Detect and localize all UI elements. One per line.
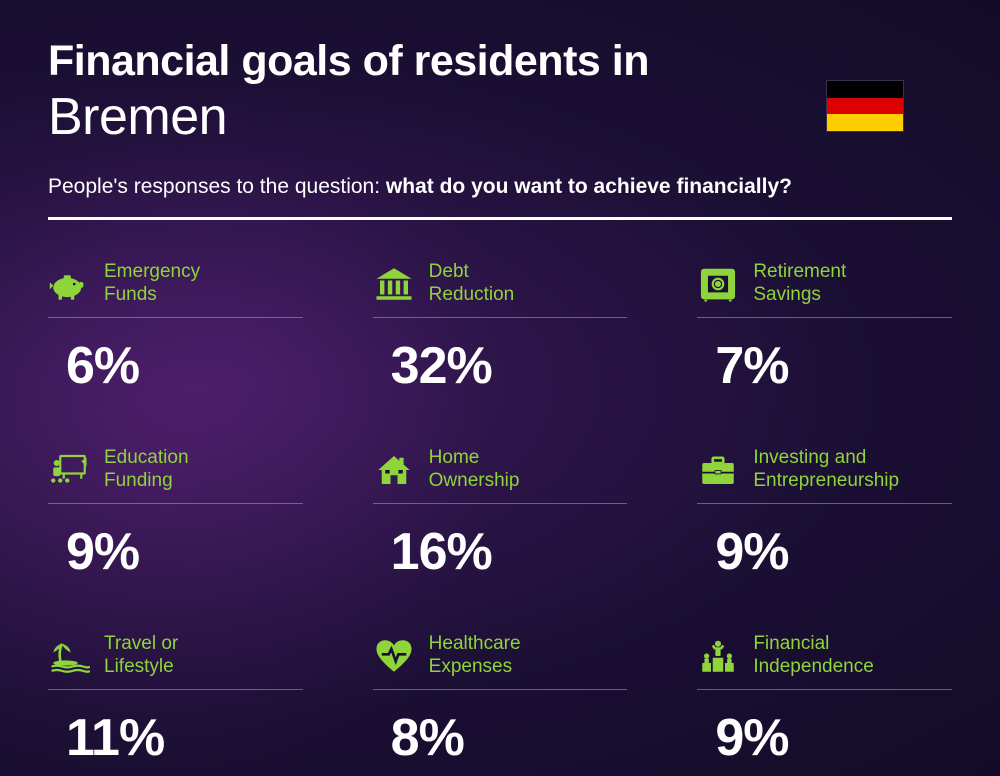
goal-label: HealthcareExpenses [429, 633, 521, 679]
page-subtitle: Bremen [48, 87, 952, 147]
question-text: People's responses to the question: what… [48, 175, 952, 199]
flag-stripe-2 [827, 98, 903, 115]
goal-pct: 32% [391, 336, 628, 396]
goal-label: EmergencyFunds [104, 261, 200, 307]
question-bold: what do you want to achieve financially? [386, 175, 792, 198]
safe-icon [697, 263, 739, 305]
goal-label: FinancialIndependence [753, 633, 873, 679]
divider [48, 217, 952, 220]
goal-label: Investing andEntrepreneurship [753, 447, 899, 493]
germany-flag [826, 80, 904, 132]
goal-pct: 16% [391, 522, 628, 582]
goal-pct: 6% [66, 336, 303, 396]
question-prefix: People's responses to the question: [48, 175, 386, 198]
piggy-bank-icon [48, 263, 90, 305]
goal-pct: 9% [715, 522, 952, 582]
goal-label: EducationFunding [104, 447, 189, 493]
goals-grid: EmergencyFunds 6% DebtReduction 32% Reti… [48, 260, 952, 768]
goal-pct: 9% [715, 708, 952, 768]
goal-pct: 9% [66, 522, 303, 582]
briefcase-icon [697, 449, 739, 491]
travel-icon [48, 635, 90, 677]
independence-icon [697, 635, 739, 677]
goal-debt-reduction: DebtReduction 32% [373, 260, 628, 396]
goal-financial-independence: FinancialIndependence 9% [697, 632, 952, 768]
flag-stripe-1 [827, 81, 903, 98]
goal-investing-entrepreneurship: Investing andEntrepreneurship 9% [697, 446, 952, 582]
goal-label: DebtReduction [429, 261, 515, 307]
goal-education-funding: EducationFunding 9% [48, 446, 303, 582]
goal-travel-lifestyle: Travel orLifestyle 11% [48, 632, 303, 768]
goal-pct: 7% [715, 336, 952, 396]
goal-healthcare-expenses: HealthcareExpenses 8% [373, 632, 628, 768]
goal-label: Travel orLifestyle [104, 633, 178, 679]
home-icon [373, 449, 415, 491]
goal-pct: 11% [66, 708, 303, 768]
healthcare-icon [373, 635, 415, 677]
goal-retirement-savings: RetirementSavings 7% [697, 260, 952, 396]
page-title: Financial goals of residents in [48, 38, 952, 85]
flag-stripe-3 [827, 114, 903, 131]
education-icon [48, 449, 90, 491]
bank-icon [373, 263, 415, 305]
goal-emergency-funds: EmergencyFunds 6% [48, 260, 303, 396]
goal-label: RetirementSavings [753, 261, 846, 307]
goal-pct: 8% [391, 708, 628, 768]
goal-home-ownership: HomeOwnership 16% [373, 446, 628, 582]
goal-label: HomeOwnership [429, 447, 520, 493]
